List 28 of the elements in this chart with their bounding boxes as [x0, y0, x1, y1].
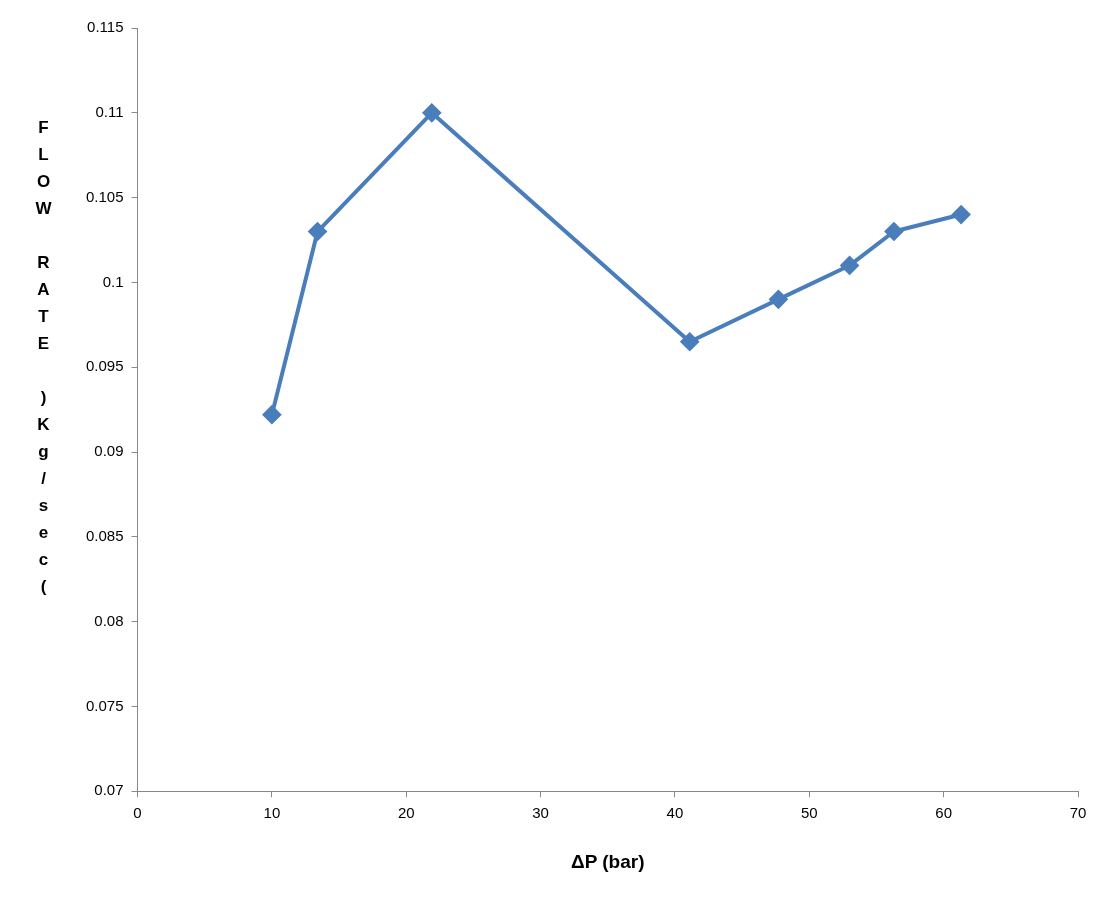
y-tick-label: 0.075 — [85, 696, 124, 714]
x-tick-label: 0 — [133, 804, 142, 822]
point — [840, 256, 859, 275]
y-axis-title: FLOW RATE )Kg/sec( — [33, 118, 53, 604]
x-tick-label: 40 — [666, 804, 684, 822]
y-tick-label: 0.095 — [85, 357, 124, 375]
point — [769, 290, 788, 309]
y-tick-label: 0.07 — [94, 781, 124, 799]
point — [884, 222, 903, 241]
y-tick-label: 0.08 — [94, 611, 124, 629]
y-tick-label: 0.11 — [95, 102, 124, 120]
y-tick-label: 0.09 — [94, 442, 124, 460]
point — [952, 205, 971, 224]
x-tick-label: 30 — [532, 804, 549, 822]
x-tick-label: 70 — [1069, 804, 1087, 822]
point — [262, 405, 281, 424]
y-tick-label: 0.115 — [87, 18, 124, 36]
y-tick-label: 0.1 — [102, 272, 124, 290]
point — [422, 103, 441, 122]
x-tick-label: 20 — [397, 804, 415, 822]
point — [680, 332, 699, 351]
y-tick-label: 0.085 — [85, 526, 124, 544]
y-tick-label: 0.105 — [85, 187, 124, 205]
x-axis-title: ΔP (bar) — [571, 850, 645, 872]
x-tick-label: 60 — [935, 804, 952, 822]
x-tick-label: 50 — [800, 804, 818, 822]
x-tick-label: 10 — [263, 804, 281, 822]
point — [308, 222, 327, 241]
